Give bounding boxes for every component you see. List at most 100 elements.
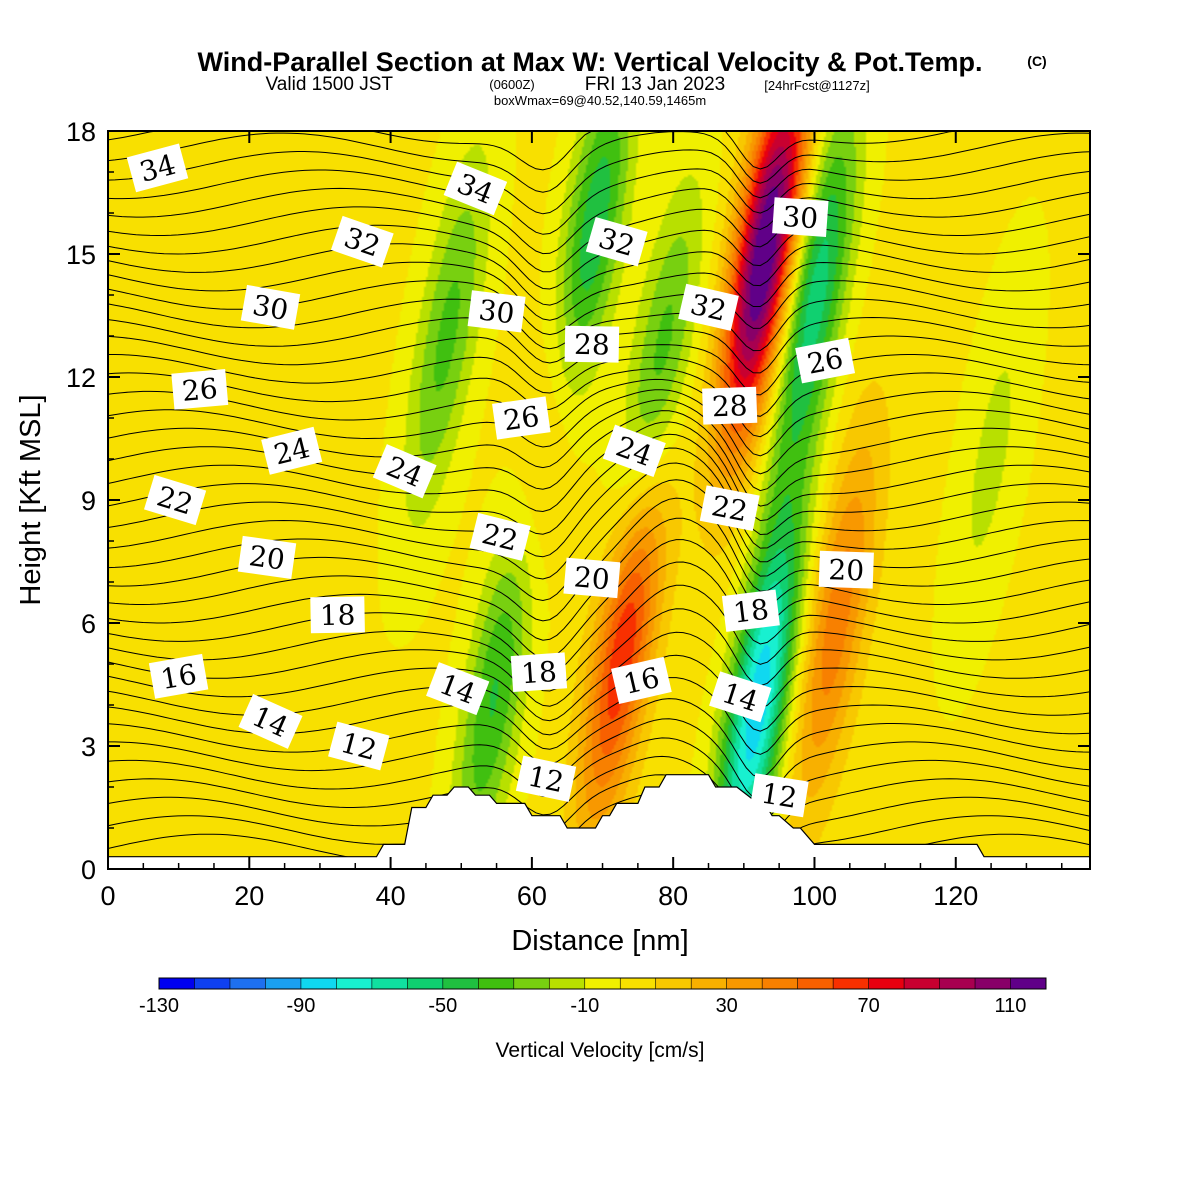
contour-label-box [818,550,874,589]
valid-time: Valid 1500 JST [266,74,394,95]
contour-label-box [330,215,394,268]
colorbar-swatch [478,978,515,989]
contour-label: 12 [515,755,577,803]
colorbar-swatch [762,978,799,989]
isentrope-line [107,792,1091,870]
colorbar-swatch [159,978,195,989]
contour-label-text: 26 [181,372,219,408]
contour-label-text: 18 [731,593,770,630]
y-tick-label: 6 [81,609,96,639]
contour-label: 34 [126,143,189,193]
contour-label-box [237,535,297,579]
colorbar-tick-label: -130 [139,995,179,1017]
contour-label: 14 [709,671,772,723]
contour-label-box [492,396,551,440]
x-axis-label: Distance [nm] [511,925,688,957]
contour-label: 26 [492,396,551,440]
isentrope-line [107,298,1091,352]
contour-label: 26 [171,369,229,410]
contour-label: 24 [602,424,666,477]
isentrope-line [107,698,1091,778]
contour-label-box [699,485,760,532]
contour-label: 32 [585,216,648,267]
contour-label-text: 28 [574,328,610,362]
contour-label-box [510,652,568,693]
contour-label: 16 [611,656,672,705]
contour-label-text: 12 [525,759,567,799]
contour-label-text: 26 [501,400,541,438]
colorbar-swatch [336,978,373,989]
isentrope-line [107,584,1091,692]
colorbar: -130 -90 -50 -10 30 70 110 [139,977,1047,1017]
contour-label-box [240,284,301,330]
contour-label-text: 32 [687,288,729,328]
y-axis-label: Height [Kft MSL] [15,394,47,605]
contour-label: 24 [261,426,323,475]
contour-label-box [469,512,531,561]
copyright-mark: (C) [1027,53,1046,69]
colorbar-label: Vertical Velocity [cm/s] [496,1039,705,1062]
contour-label: 22 [699,485,760,532]
colorbar-swatch [265,978,302,989]
x-tick-label: 80 [658,881,688,911]
contour-label: 20 [237,535,297,579]
isentrope-line [107,168,1091,235]
contour-label-box [585,216,648,267]
contour-label-text: 26 [805,341,846,380]
contour-label-box [310,596,365,634]
valid-date: FRI 13 Jan 2023 [585,74,725,95]
isentrope-line [107,774,1091,862]
colorbar-swatch [371,978,408,989]
x-tick-label: 100 [792,881,837,911]
colorbar-swatch [726,978,763,989]
x-tick-label: 20 [234,881,264,911]
contour-label-box [426,662,490,716]
contour-label: 28 [564,325,620,363]
contour-label: 30 [772,197,829,237]
colorbar-swatch [549,978,586,989]
colorbar-tick-label: -50 [428,995,457,1017]
isentrope-line [107,224,1091,290]
terrain-mask [107,774,1091,870]
contour-label-box [171,369,229,410]
contour-label-box [721,589,780,632]
colorbar-swatch [194,978,231,989]
colorbar-swatch [868,978,905,989]
colorbar-swatch [442,978,479,989]
contour-label-box [467,290,526,333]
contour-label-box [238,693,303,749]
isentrope-line [107,755,1091,843]
contour-label-box [372,444,437,499]
isentrope-line [107,378,1091,457]
colorbar-swatch [513,978,550,989]
colorbar-swatch [1010,978,1047,989]
contour-label-text: 18 [320,598,356,632]
contour-label: 22 [469,512,531,561]
colorbar-swatch [300,978,337,989]
contour-label-box [709,671,772,723]
contour-label: 18 [510,652,568,693]
isentrope-line [107,737,1091,822]
contour-label: 30 [467,290,526,333]
isentrope-line [108,718,1091,801]
contour-label-text: 18 [520,655,558,690]
x-tick-label: 60 [517,881,547,911]
y-tick-label: 18 [66,117,96,147]
contour-label-box [602,424,666,477]
isentrope-line [107,631,1091,722]
contour-label: 18 [310,596,365,634]
contour-label-box [772,197,829,237]
colorbar-tick-label: -90 [286,995,315,1017]
isentrope-line [108,354,1091,417]
contour-label-box [261,426,323,475]
contour-label-box [611,656,672,705]
contour-label-text: 22 [709,489,750,528]
contour-label: 20 [563,557,621,599]
contour-label-box [515,755,577,803]
contour-label: 30 [240,284,301,330]
colorbar-swatch [939,978,976,989]
isentrope-line [107,187,1091,255]
y-tick-label: 12 [66,363,96,393]
contour-label: 18 [721,589,780,632]
